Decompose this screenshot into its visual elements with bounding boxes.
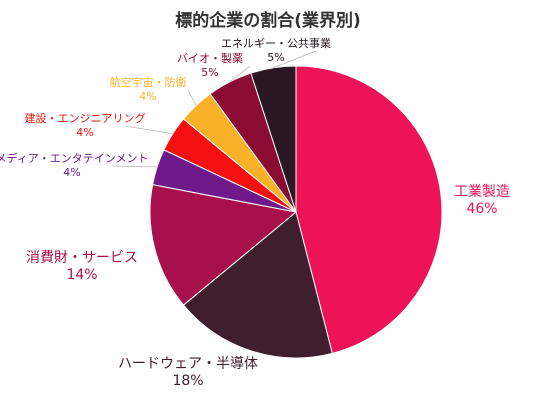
pie-slice: [149, 184, 298, 306]
chart-title: 標的企業の割合(業界別): [175, 11, 361, 31]
pie-slice: [250, 65, 297, 213]
slice-percent-label: 4%: [63, 166, 80, 179]
leader-line: [124, 125, 173, 135]
leader-line: [111, 165, 158, 168]
slice-percent-label: 4%: [139, 90, 156, 103]
pie-slice: [182, 211, 333, 359]
slice-label: エネルギー・公共事業: [221, 37, 331, 50]
slice-percent-label: 18%: [172, 373, 203, 389]
slice-label: 建設・エンジニアリング: [25, 111, 146, 125]
slice-label: バイオ・製薬: [177, 51, 243, 65]
slice-percent-label: 46%: [466, 201, 497, 217]
slice-percent-label: 5%: [201, 66, 218, 79]
leader-line: [273, 50, 317, 69]
leader-line: [187, 89, 197, 106]
slice-label: 消費財・サービス: [26, 250, 138, 266]
slice-label: ハードウェア・半導体: [118, 356, 258, 372]
leader-line: [229, 65, 251, 83]
slice-label: 工業製造: [454, 184, 510, 200]
slice-label: メディア・エンタテインメント: [0, 151, 148, 165]
slice-label: 航空宇宙・防衛: [110, 75, 187, 89]
slice-percent-label: 4%: [76, 126, 93, 139]
slice-percent-label: 5%: [267, 51, 284, 64]
pie-slice: [295, 65, 443, 355]
slice-percent-label: 14%: [66, 267, 97, 283]
